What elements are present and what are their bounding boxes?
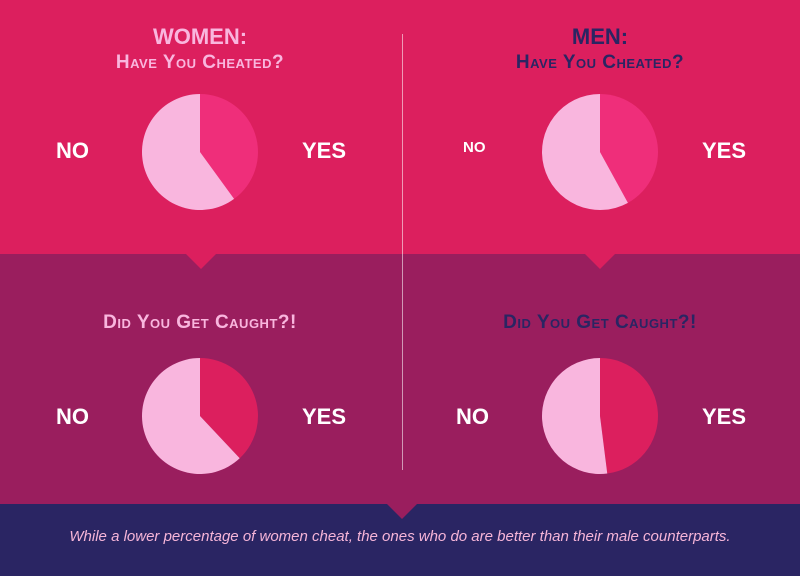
men-caught-no-label: NO: [456, 404, 489, 429]
men-header-subtitle: Have You Cheated?: [515, 52, 685, 73]
men-header: MEN: Have You Cheated?: [460, 24, 740, 76]
women-caught-pie: [142, 358, 258, 474]
women-caught-question: Did You Get Caught?!: [103, 312, 297, 333]
women-header: WOMEN: Have You Cheated?: [60, 24, 340, 76]
men-cheated-no-label: NO: [463, 139, 486, 156]
women-header-title: WOMEN:: [152, 24, 248, 49]
pie-slice-yes: [600, 94, 658, 203]
pie-slice-yes: [200, 358, 258, 459]
men-cheated-pie: [542, 94, 658, 210]
men-header-title: MEN:: [571, 24, 629, 49]
top-band: [0, 0, 800, 254]
men-cheated-yes-label: YES: [702, 138, 747, 163]
women-cheated-pie: [142, 94, 258, 211]
middle-band: [0, 254, 800, 504]
pie-slice-no: [542, 358, 608, 474]
men-caught-pie: [542, 358, 659, 474]
women-notch: [185, 253, 217, 269]
men-notch: [584, 253, 616, 269]
pie-slice-no: [142, 358, 240, 474]
women-caught-yes-label: YES: [302, 404, 347, 429]
women-cheated-yes-label: YES: [302, 138, 347, 163]
men-caught-question: Did You Get Caught?!: [503, 312, 697, 333]
pie-slice-yes: [600, 358, 659, 474]
footer-caption: While a lower percentage of women cheat,…: [69, 528, 731, 545]
women-header-subtitle: Have You Cheated?: [115, 52, 285, 73]
pie-slice-yes: [200, 94, 258, 199]
women-caught-no-label: NO: [56, 404, 89, 429]
pie-slice-no: [542, 94, 628, 210]
footer-notch: [386, 503, 418, 519]
women-cheated-no-label: NO: [56, 138, 89, 163]
pie-slice-no: [142, 94, 235, 211]
men-caught-yes-label: YES: [702, 404, 747, 429]
center-divider: [402, 34, 403, 470]
